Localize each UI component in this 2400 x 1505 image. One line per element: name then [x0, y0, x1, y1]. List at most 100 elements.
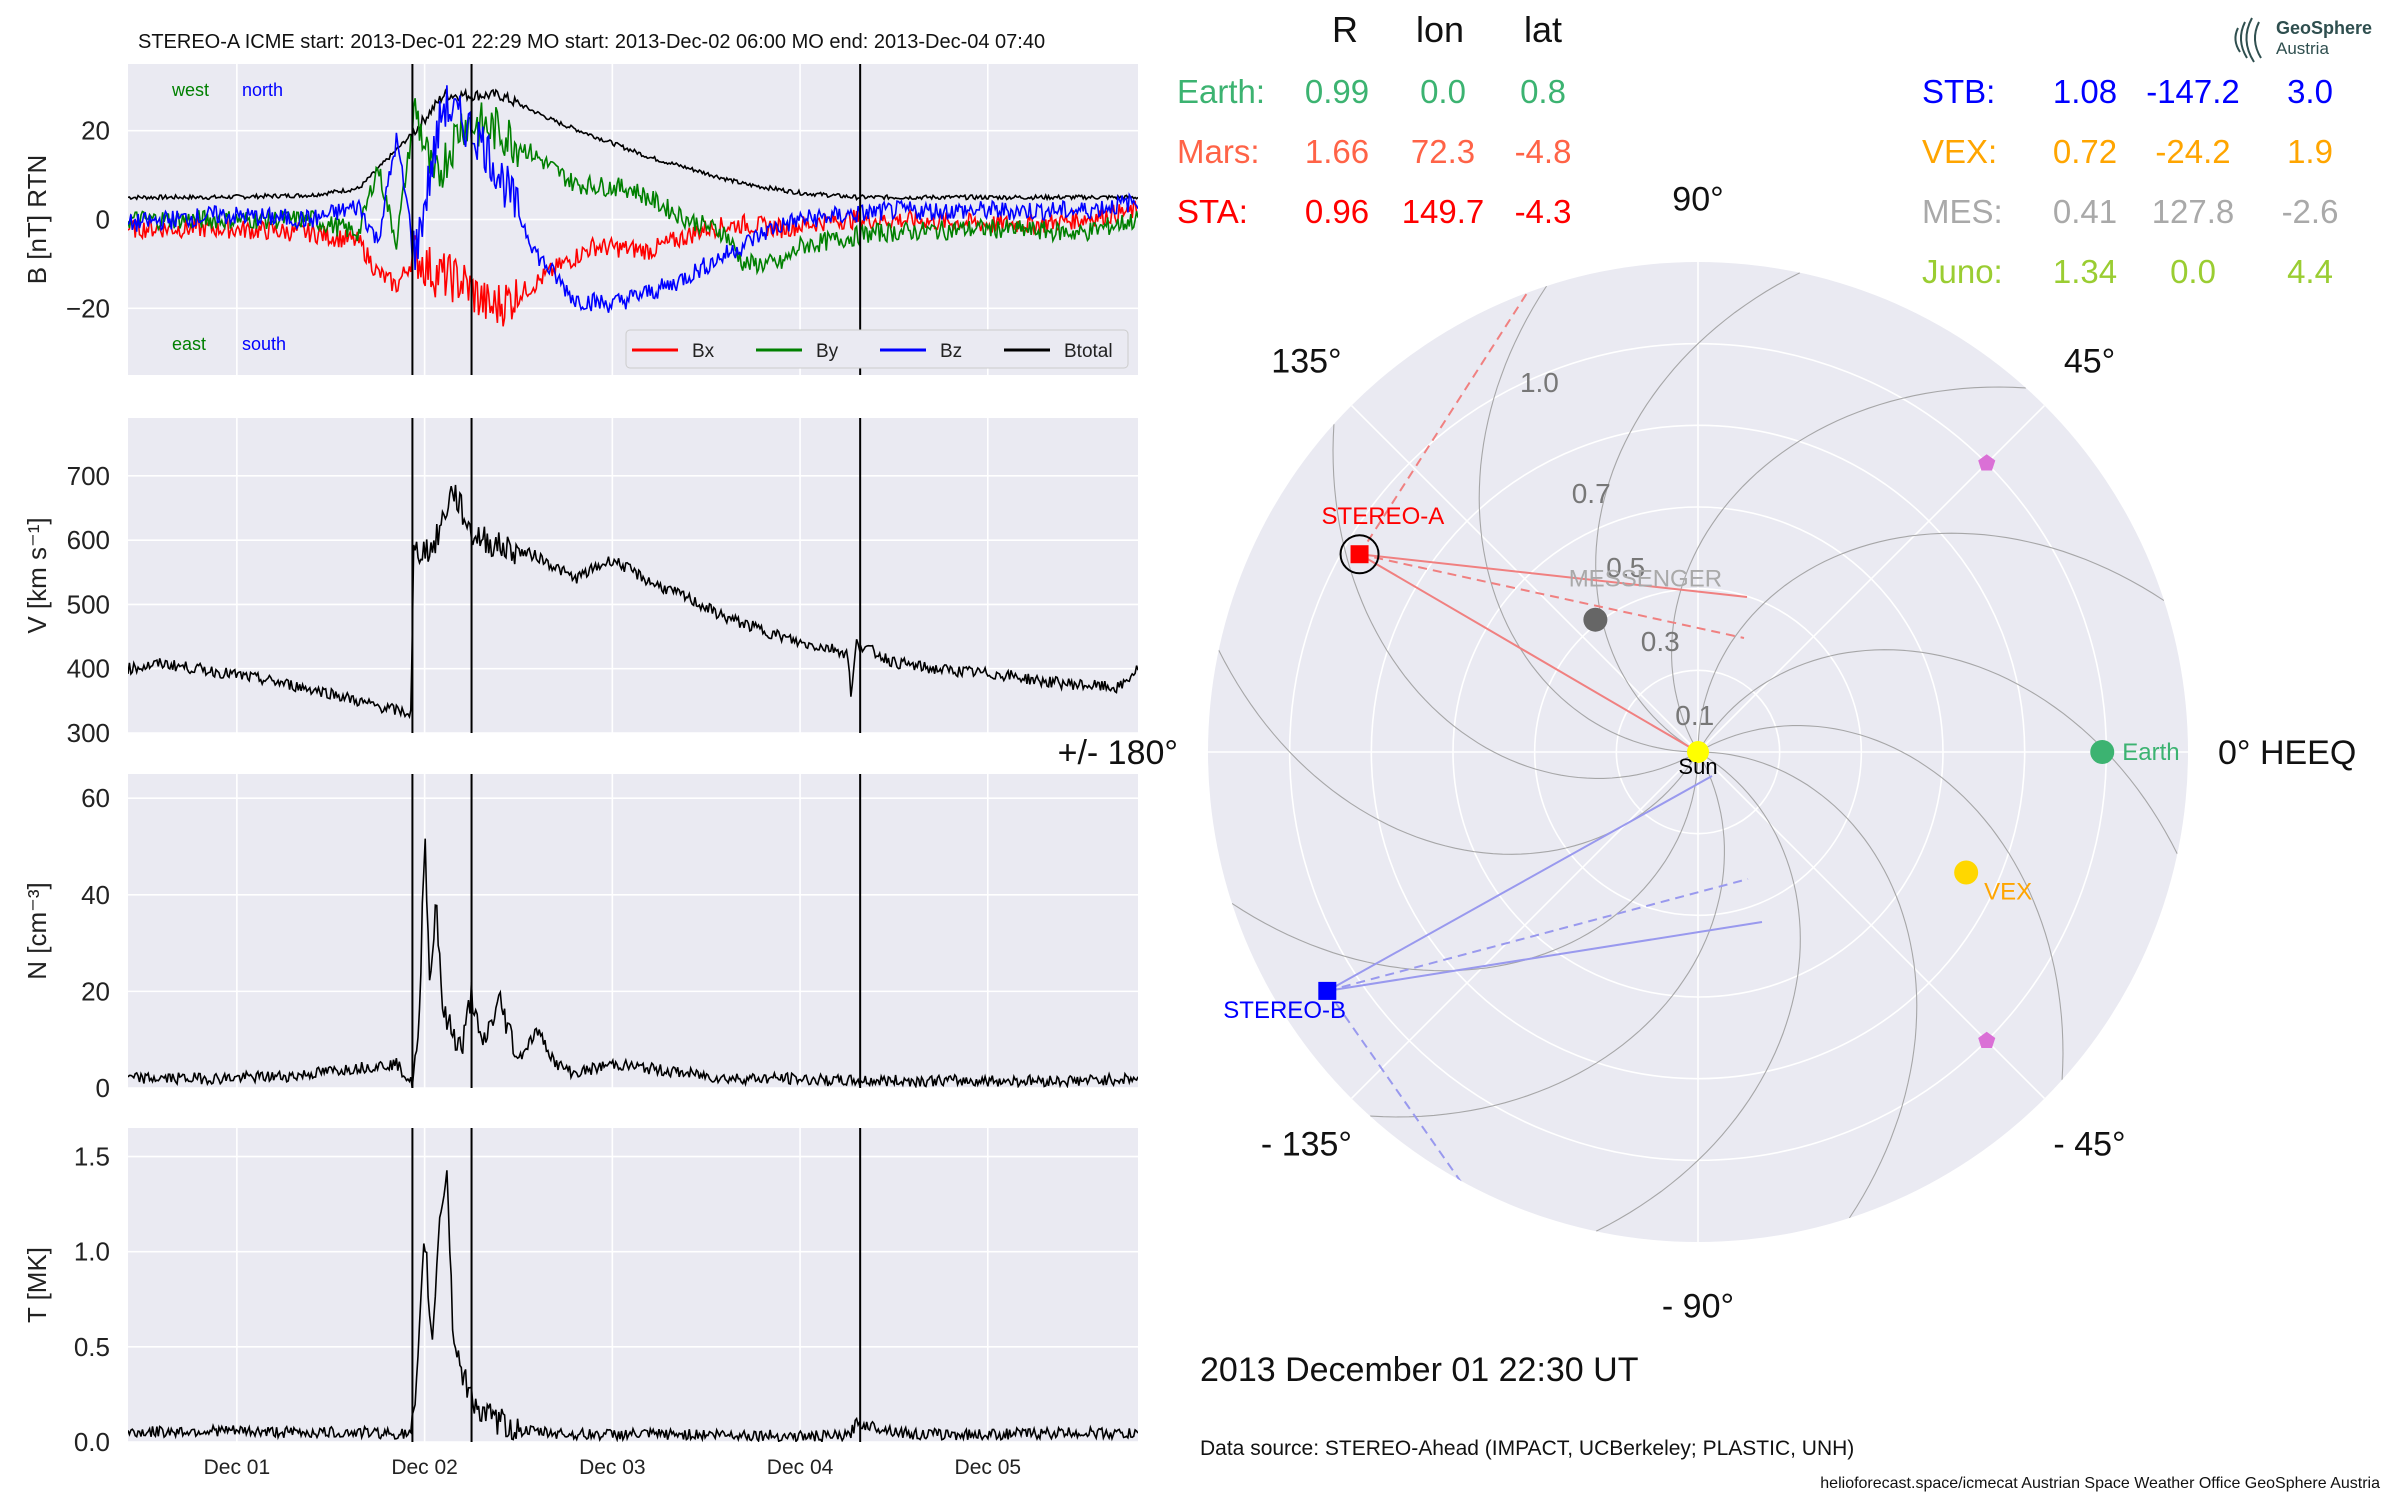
- y-tick-label: 0.5: [74, 1332, 110, 1362]
- body-label-stereo-a: STEREO-A: [1322, 503, 1445, 530]
- panel-speed: 700 600 500 400 300 V [km s⁻¹]: [22, 418, 1138, 748]
- body-earth: [2090, 740, 2115, 764]
- parker-spiral: [1595, 272, 1801, 753]
- polar-radius-label: 0.1: [1675, 700, 1714, 731]
- table-row-mes: MES: 0.41 127.8 -2.6: [1922, 193, 2338, 230]
- panel-density: 60 40 20 0 N [cm⁻³]: [22, 774, 1138, 1103]
- row-r: 0.41: [2053, 193, 2117, 230]
- logo-line2: Austria: [2276, 39, 2329, 58]
- figure-title: STEREO-A ICME start: 2013-Dec-01 22:29 M…: [138, 31, 1045, 53]
- body-marker: [2090, 740, 2115, 764]
- body-juno-1: [1978, 454, 1996, 471]
- legend-label-btotal: Btotal: [1064, 341, 1113, 362]
- y-axis-label: V [km s⁻¹]: [22, 517, 52, 633]
- stb-fov-dashed: [1327, 878, 1749, 992]
- y-tick-label: 1.0: [74, 1237, 110, 1267]
- series-t: [128, 1170, 1138, 1442]
- series-btotal: [128, 87, 1138, 202]
- row-r: 1.34: [2053, 253, 2117, 290]
- y-tick-label: 1.5: [74, 1142, 110, 1172]
- body-label-sun: Sun: [1678, 754, 1717, 779]
- polar-angle-label: - 45°: [2053, 1126, 2125, 1164]
- body-juno-2: [1978, 1031, 1996, 1048]
- legend: Bx By Bz Btotal: [625, 329, 1129, 369]
- plot-area: [128, 1170, 1138, 1442]
- plot-area: [128, 85, 1138, 327]
- body-label-earth: Earth: [2122, 739, 2179, 766]
- y-tick-label: 300: [67, 718, 110, 748]
- body-ring: [1339, 534, 1380, 575]
- row-lat: 1.9: [2287, 133, 2333, 170]
- body-stereo-b: [1318, 981, 1337, 1000]
- legend-label-by: By: [816, 341, 839, 362]
- row-lat: -4.3: [1515, 193, 1572, 230]
- row-name: Mars:: [1177, 133, 1260, 170]
- row-lat: 4.4: [2287, 253, 2333, 290]
- parker-spiral: [1478, 285, 1699, 753]
- y-tick-label: 40: [81, 880, 110, 910]
- time-series-panels: 20 0 −20 B [nT] RTN west north east south Bx By Bz…: [22, 64, 1138, 1479]
- x-tick-label: Dec 04: [767, 1456, 834, 1479]
- row-r: 1.08: [2053, 73, 2117, 110]
- body-marker: [1978, 454, 1996, 471]
- row-name: STB:: [1922, 73, 1995, 110]
- polar-radius-label: 0.7: [1572, 478, 1611, 509]
- parker-spiral: [1370, 751, 1725, 1118]
- y-tick-label: 600: [67, 525, 110, 555]
- y-tick-label: 20: [81, 976, 110, 1006]
- annotation-west: west: [171, 80, 209, 100]
- body-label-stereo-b: STEREO-B: [1223, 997, 1346, 1024]
- parker-spiral: [1231, 751, 1699, 972]
- row-name: VEX:: [1922, 133, 1997, 170]
- body-marker: [1583, 607, 1608, 632]
- y-axis-label: N [cm⁻³]: [22, 882, 52, 980]
- stb-fov-line: [1327, 921, 1763, 992]
- footer-credit: helioforecast.space/icmecat Austrian Spa…: [1820, 1475, 2380, 1492]
- sta-outward-dashed: [1358, 264, 1546, 555]
- parker-spiral: [1697, 751, 1918, 1219]
- parker-spiral: [1697, 532, 2165, 753]
- legend-box: [625, 329, 1129, 369]
- panel-background: [128, 418, 1138, 733]
- polar-angle-label: - 135°: [1261, 1126, 1352, 1164]
- row-lon: 0.0: [1420, 73, 1466, 110]
- y-tick-label: 0.0: [74, 1427, 110, 1457]
- body-marker: [1687, 741, 1709, 763]
- polar-angle-label: 0° HEEQ: [2218, 734, 2356, 772]
- polar-position-plot: 0.1 0.3 0.5 0.7 1.0 90° 45° 0° HEEQ - 45° - 90° - …: [1058, 180, 2357, 1325]
- x-tick-label: Dec 05: [955, 1456, 1022, 1479]
- polar-grid-spoke: [1350, 404, 1699, 753]
- body-vex: [1954, 860, 1979, 885]
- table-header-lat: lat: [1524, 9, 1562, 50]
- row-name: MES:: [1922, 193, 2003, 230]
- plot-area: [128, 838, 1138, 1088]
- y-tick-label: 400: [67, 654, 110, 684]
- polar-radius-label: 0.3: [1641, 626, 1680, 657]
- parker-spiral: [1595, 751, 1801, 1232]
- y-tick-label: 60: [81, 783, 110, 813]
- row-lat: -2.6: [2282, 193, 2339, 230]
- row-lat: 3.0: [2287, 73, 2333, 110]
- table-row-mars: Mars: 1.66 72.3 -4.8: [1177, 133, 1571, 170]
- polar-angle-label: 45°: [2064, 342, 2115, 380]
- x-tick-label: Dec 02: [391, 1456, 458, 1479]
- polar-radius-label: 1.0: [1520, 367, 1559, 398]
- x-tick-label: Dec 03: [579, 1456, 646, 1479]
- row-lon: 127.8: [2152, 193, 2235, 230]
- legend-label-bx: Bx: [692, 341, 715, 362]
- table-row-sta: STA: 0.96 149.7 -4.3: [1177, 193, 1571, 230]
- legend-label-bz: Bz: [940, 341, 962, 362]
- row-name: STA:: [1177, 193, 1248, 230]
- logo-line1: GeoSphere: [2276, 18, 2372, 38]
- polar-angle-label: 135°: [1271, 342, 1341, 380]
- body-label-vex: VEX: [1984, 879, 2032, 906]
- y-axis-label: T [MK]: [22, 1247, 52, 1323]
- row-r: 0.99: [1305, 73, 1369, 110]
- body-label-messenger: MESSENGER: [1569, 566, 1722, 593]
- sta-sun-line: [1359, 553, 1699, 753]
- series-bz: [128, 85, 1138, 313]
- body-marker: [1318, 981, 1337, 1000]
- timestamp: 2013 December 01 22:30 UT: [1200, 1351, 1638, 1389]
